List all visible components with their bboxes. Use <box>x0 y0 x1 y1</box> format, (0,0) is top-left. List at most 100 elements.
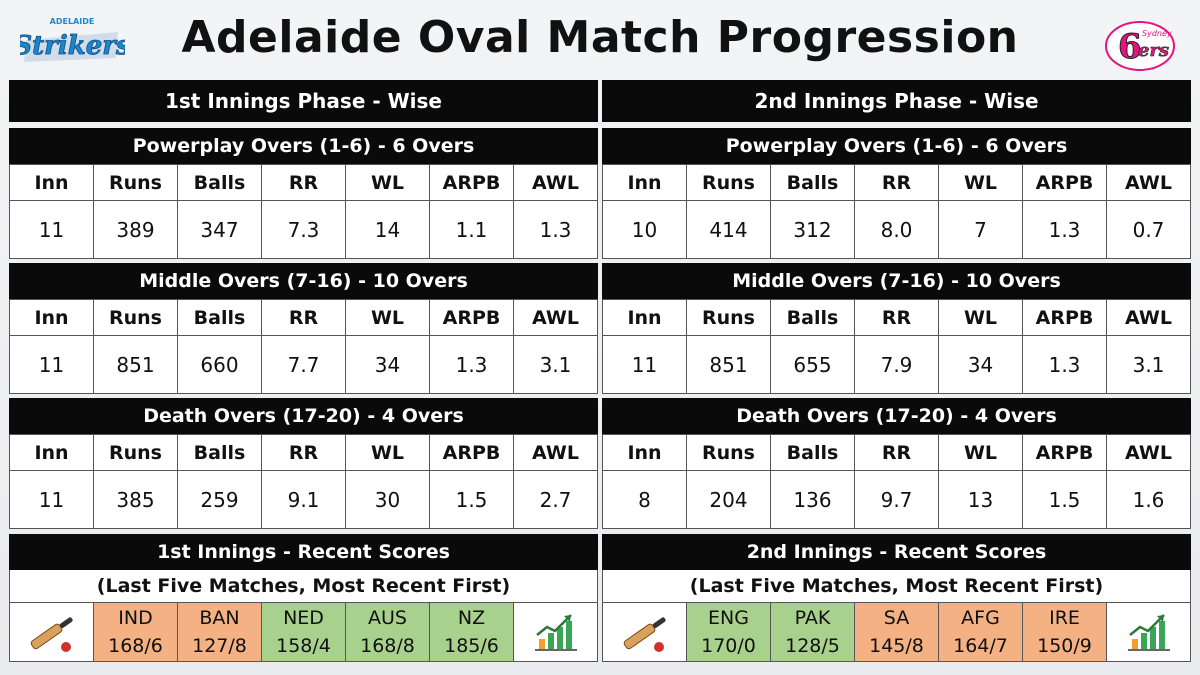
cell-arpb: 1.3 <box>429 335 514 394</box>
header-row: Inn Runs Balls RR WL ARPB AWL <box>9 299 598 336</box>
innings-1-death: Death Overs (17-20) - 4 Overs Inn Runs B… <box>9 398 598 529</box>
cell-awl: 2.7 <box>513 470 598 529</box>
recent-subtitle: (Last Five Matches, Most Recent First) <box>602 570 1191 602</box>
col-balls: Balls <box>770 434 855 471</box>
col-arpb: ARPB <box>429 299 514 336</box>
col-wl: WL <box>938 164 1023 201</box>
recent-score-cell: IND 168/6 <box>94 603 178 661</box>
cell-arpb: 1.3 <box>1022 200 1107 259</box>
cell-balls: 347 <box>177 200 262 259</box>
cell-inn: 11 <box>9 200 94 259</box>
header-row: Inn Runs Balls RR WL ARPB AWL <box>9 164 598 201</box>
col-runs: Runs <box>93 434 178 471</box>
team-name: BAN <box>199 607 240 629</box>
growth-chart-icon <box>514 603 597 661</box>
cell-rr: 7.3 <box>261 200 346 259</box>
cell-rr: 9.1 <box>261 470 346 529</box>
team-score: 127/8 <box>192 635 247 657</box>
col-awl: AWL <box>1106 434 1191 471</box>
recent-score-cell: SA 145/8 <box>855 603 939 661</box>
col-runs: Runs <box>686 164 771 201</box>
team-name: PAK <box>794 607 831 629</box>
strikers-logo: ADELAIDE Strikers <box>13 12 131 68</box>
recent-subtitle: (Last Five Matches, Most Recent First) <box>9 570 598 602</box>
cell-awl: 1.6 <box>1106 470 1191 529</box>
cell-runs: 389 <box>93 200 178 259</box>
cell-wl: 14 <box>345 200 430 259</box>
cricket-bat-icon <box>603 603 687 661</box>
col-runs: Runs <box>686 299 771 336</box>
team-score: 185/6 <box>444 635 499 657</box>
col-awl: AWL <box>1106 164 1191 201</box>
recent-score-cell: AUS 168/8 <box>346 603 430 661</box>
cell-balls: 660 <box>177 335 262 394</box>
innings-1-middle: Middle Overs (7-16) - 10 Overs Inn Runs … <box>9 263 598 394</box>
cell-wl: 13 <box>938 470 1023 529</box>
header-row: Inn Runs Balls RR WL ARPB AWL <box>602 299 1191 336</box>
stats-table: Inn Runs Balls RR WL ARPB AWL 11 851 655… <box>602 299 1191 394</box>
col-balls: Balls <box>177 434 262 471</box>
cell-awl: 3.1 <box>513 335 598 394</box>
table-row: 8 204 136 9.7 13 1.5 1.6 <box>602 470 1191 529</box>
col-balls: Balls <box>770 299 855 336</box>
team-name: NED <box>283 607 324 629</box>
cell-awl: 3.1 <box>1106 335 1191 394</box>
innings-2-middle: Middle Overs (7-16) - 10 Overs Inn Runs … <box>602 263 1191 394</box>
cricket-bat-icon <box>10 603 94 661</box>
col-runs: Runs <box>686 434 771 471</box>
col-wl: WL <box>345 299 430 336</box>
col-wl: WL <box>938 434 1023 471</box>
recent-title: 1st Innings - Recent Scores <box>9 534 598 570</box>
cell-runs: 414 <box>686 200 771 259</box>
innings-2-powerplay: Powerplay Overs (1-6) - 6 Overs Inn Runs… <box>602 128 1191 259</box>
cell-inn: 11 <box>602 335 687 394</box>
innings-2-phase-title: 2nd Innings Phase - Wise <box>602 80 1191 122</box>
team-name: AUS <box>368 607 407 629</box>
section-title: Death Overs (17-20) - 4 Overs <box>602 398 1191 434</box>
svg-text:ers: ers <box>1138 40 1169 61</box>
col-arpb: ARPB <box>429 164 514 201</box>
col-rr: RR <box>854 164 939 201</box>
innings-1-powerplay: Powerplay Overs (1-6) - 6 Overs Inn Runs… <box>9 128 598 259</box>
cell-rr: 7.9 <box>854 335 939 394</box>
col-awl: AWL <box>513 434 598 471</box>
sixers-logo: 6 ers Sydney <box>1098 12 1182 74</box>
svg-text:Sydney: Sydney <box>1142 29 1172 38</box>
col-inn: Inn <box>9 164 94 201</box>
cell-arpb: 1.5 <box>429 470 514 529</box>
cell-arpb: 1.5 <box>1022 470 1107 529</box>
page-title: Adelaide Oval Match Progression <box>181 12 1019 63</box>
team-score: 164/7 <box>953 635 1008 657</box>
svg-text:Strikers: Strikers <box>20 31 125 61</box>
cell-balls: 312 <box>770 200 855 259</box>
team-score: 168/6 <box>108 635 163 657</box>
section-title: Middle Overs (7-16) - 10 Overs <box>9 263 598 299</box>
team-score: 150/9 <box>1037 635 1092 657</box>
col-inn: Inn <box>602 164 687 201</box>
col-wl: WL <box>345 164 430 201</box>
col-arpb: ARPB <box>1022 164 1107 201</box>
col-arpb: ARPB <box>429 434 514 471</box>
cell-awl: 0.7 <box>1106 200 1191 259</box>
col-rr: RR <box>854 299 939 336</box>
col-rr: RR <box>261 299 346 336</box>
section-title: Death Overs (17-20) - 4 Overs <box>9 398 598 434</box>
cell-wl: 7 <box>938 200 1023 259</box>
cell-runs: 385 <box>93 470 178 529</box>
cell-balls: 655 <box>770 335 855 394</box>
innings-1-phase-title: 1st Innings Phase - Wise <box>9 80 598 122</box>
section-title: Middle Overs (7-16) - 10 Overs <box>602 263 1191 299</box>
cell-runs: 204 <box>686 470 771 529</box>
team-score: 158/4 <box>276 635 331 657</box>
recent-score-cell: BAN 127/8 <box>178 603 262 661</box>
header: ADELAIDE Strikers Adelaide Oval Match Pr… <box>0 0 1200 78</box>
col-inn: Inn <box>602 434 687 471</box>
col-awl: AWL <box>513 164 598 201</box>
stats-table: Inn Runs Balls RR WL ARPB AWL 11 389 347… <box>9 164 598 259</box>
cell-rr: 8.0 <box>854 200 939 259</box>
team-score: 168/8 <box>360 635 415 657</box>
innings-2-death: Death Overs (17-20) - 4 Overs Inn Runs B… <box>602 398 1191 529</box>
header-row: Inn Runs Balls RR WL ARPB AWL <box>602 164 1191 201</box>
cell-wl: 34 <box>345 335 430 394</box>
innings-1-recent-scores: 1st Innings - Recent Scores (Last Five M… <box>9 534 598 662</box>
